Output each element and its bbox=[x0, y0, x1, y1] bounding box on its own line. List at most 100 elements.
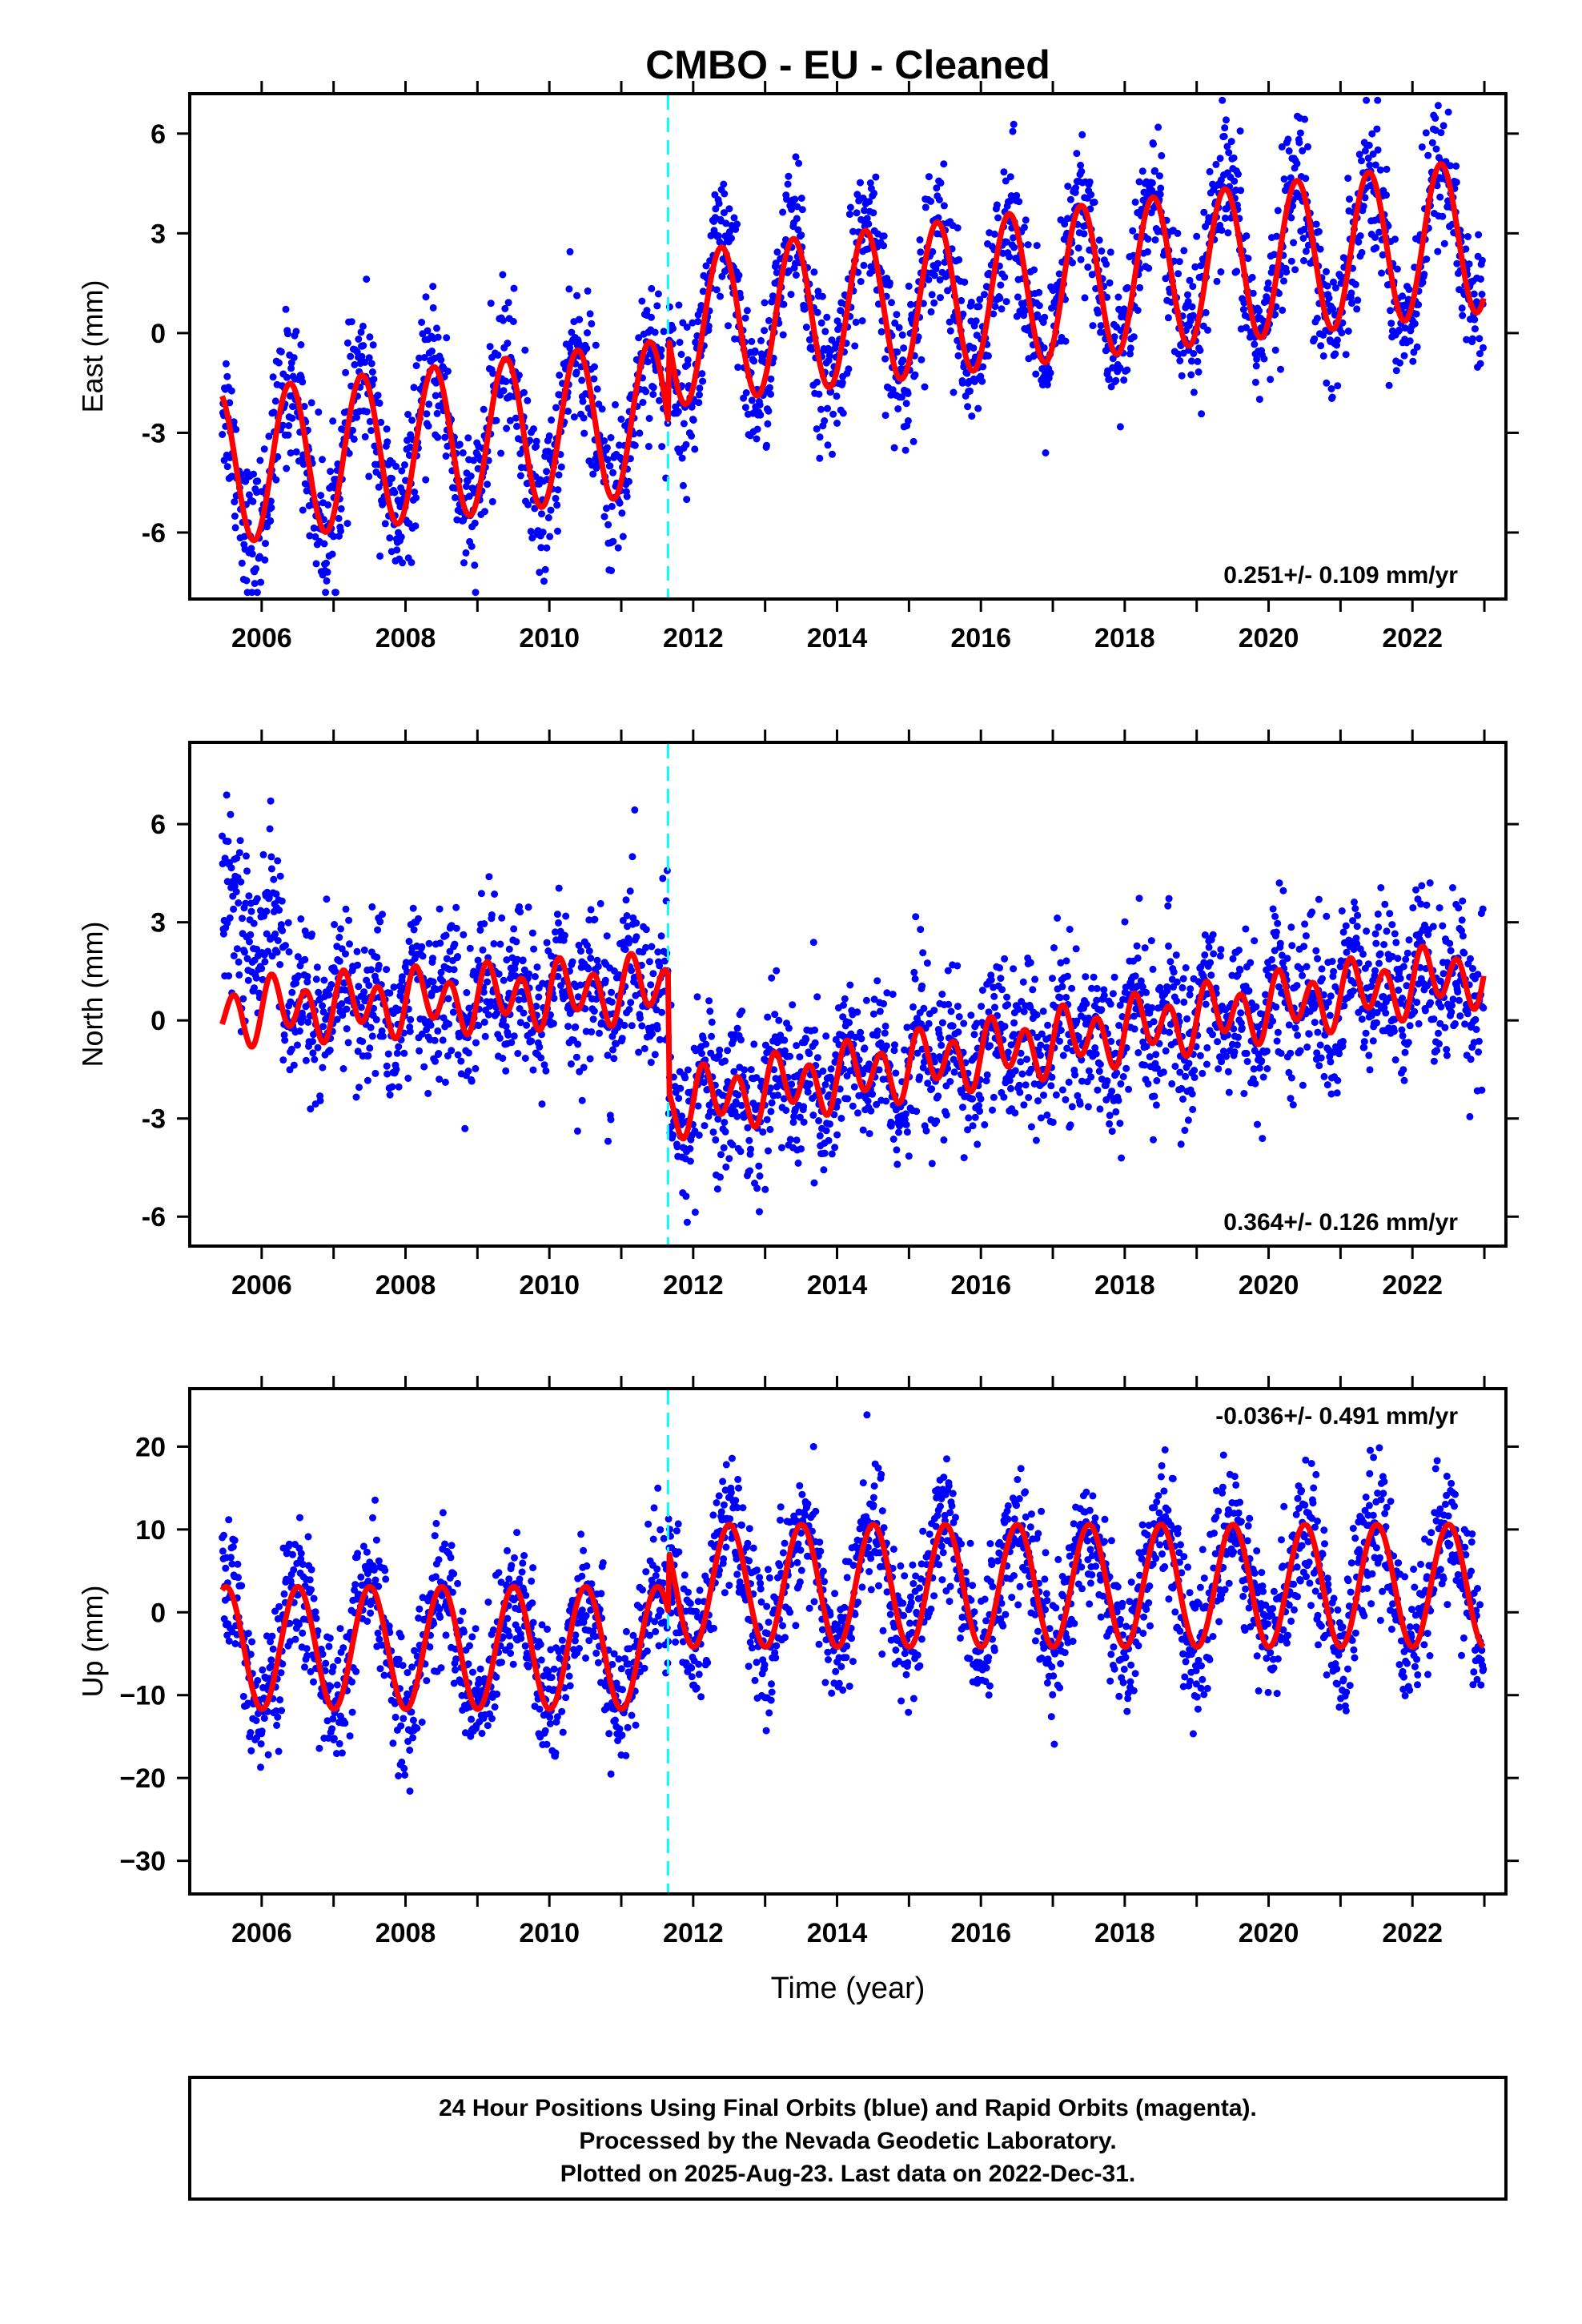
north-data-point bbox=[846, 981, 854, 989]
x-tick-label: 2022 bbox=[1382, 623, 1443, 653]
north-data-point bbox=[881, 1029, 889, 1037]
east-data-point bbox=[699, 287, 707, 296]
north-data-point bbox=[764, 1013, 772, 1021]
north-data-point bbox=[1294, 1031, 1302, 1039]
east-data-point bbox=[773, 269, 781, 276]
north-data-point bbox=[1029, 986, 1037, 994]
east-data-point bbox=[1291, 266, 1299, 274]
east-data-point bbox=[374, 392, 382, 400]
north-data-point bbox=[712, 1136, 720, 1144]
north-data-point bbox=[810, 1179, 818, 1187]
east-data-point bbox=[888, 299, 895, 307]
east-data-point bbox=[541, 565, 549, 573]
x-tick-label: 2014 bbox=[807, 623, 868, 653]
east-data-point bbox=[500, 316, 507, 324]
north-data-point bbox=[628, 1022, 636, 1030]
east-data-point bbox=[267, 504, 275, 512]
north-data-point bbox=[1071, 1071, 1079, 1079]
east-data-point bbox=[810, 268, 818, 276]
east-data-point bbox=[1277, 365, 1284, 373]
north-data-point bbox=[457, 1057, 465, 1065]
east-data-point bbox=[696, 391, 703, 399]
east-data-point bbox=[1138, 167, 1146, 175]
east-data-point bbox=[851, 342, 859, 350]
north-data-point bbox=[1096, 1060, 1104, 1068]
east-data-point bbox=[1428, 139, 1436, 147]
north-data-point bbox=[1291, 1024, 1299, 1032]
east-data-point bbox=[1157, 184, 1165, 192]
north-data-point bbox=[342, 950, 349, 958]
north-data-point bbox=[1272, 928, 1280, 936]
east-model-fit-line bbox=[219, 161, 1487, 544]
north-data-point bbox=[259, 850, 267, 858]
east-data-point bbox=[898, 393, 905, 401]
north-data-point bbox=[376, 918, 384, 926]
east-data-point bbox=[357, 328, 365, 336]
north-data-point bbox=[737, 1035, 745, 1043]
east-data-point bbox=[1224, 229, 1232, 237]
east-data-point bbox=[223, 463, 231, 471]
north-data-point bbox=[434, 1027, 442, 1035]
north-data-point bbox=[435, 1050, 443, 1057]
north-data-point bbox=[1121, 918, 1129, 926]
north-data-point bbox=[983, 1071, 991, 1079]
east-data-point bbox=[230, 418, 238, 426]
north-data-point bbox=[1011, 1067, 1019, 1075]
north-data-point bbox=[1317, 1054, 1325, 1062]
east-data-point bbox=[1476, 360, 1484, 368]
north-data-point bbox=[1068, 1103, 1076, 1111]
east-data-point bbox=[361, 432, 369, 440]
north-data-point bbox=[1052, 1091, 1060, 1099]
east-data-point bbox=[972, 317, 980, 325]
east-data-point bbox=[1409, 357, 1417, 365]
north-data-point bbox=[519, 956, 527, 964]
east-rate-label: 0.251+/- 0.109 mm/yr bbox=[1223, 562, 1458, 589]
north-data-point bbox=[1314, 955, 1322, 963]
north-data-point bbox=[395, 1043, 403, 1051]
north-data-point bbox=[857, 1028, 865, 1036]
east-data-point bbox=[954, 352, 962, 360]
east-data-point bbox=[515, 372, 523, 379]
east-data-point bbox=[1216, 155, 1224, 163]
east-data-point bbox=[392, 463, 400, 470]
east-data-point bbox=[1145, 264, 1153, 272]
east-data-point bbox=[546, 533, 554, 541]
east-data-point bbox=[741, 314, 749, 322]
north-data-point bbox=[1191, 1073, 1199, 1081]
east-data-point bbox=[1126, 344, 1134, 352]
east-data-point bbox=[543, 544, 551, 552]
north-data-point bbox=[902, 1120, 910, 1128]
east-data-point bbox=[566, 247, 574, 255]
east-data-point bbox=[290, 354, 298, 362]
east-data-point bbox=[253, 589, 261, 597]
north-data-point bbox=[937, 1035, 945, 1042]
figure-title: CMBO - EU - Cleaned bbox=[645, 42, 1050, 87]
east-data-point bbox=[860, 261, 868, 269]
north-data-point bbox=[1032, 1136, 1040, 1144]
east-data-point bbox=[1102, 260, 1110, 268]
north-data-point bbox=[355, 983, 363, 991]
east-data-point bbox=[1043, 381, 1051, 388]
east-data-point bbox=[347, 318, 355, 326]
north-data-point bbox=[273, 948, 281, 956]
east-data-point bbox=[756, 401, 764, 409]
north-data-point bbox=[947, 1007, 955, 1015]
north-data-point bbox=[610, 1055, 618, 1063]
east-data-point bbox=[1223, 116, 1230, 124]
north-data-point bbox=[1082, 999, 1090, 1007]
north-data-point bbox=[252, 974, 260, 982]
north-data-point bbox=[314, 1043, 322, 1051]
east-data-point bbox=[1151, 236, 1159, 244]
north-data-point bbox=[427, 1021, 435, 1029]
north-data-point bbox=[954, 1003, 962, 1011]
north-data-point bbox=[702, 1040, 710, 1048]
north-data-point bbox=[223, 791, 231, 799]
east-data-point bbox=[857, 278, 865, 285]
east-data-point bbox=[377, 418, 385, 426]
north-data-point bbox=[609, 1046, 616, 1054]
north-data-points bbox=[219, 791, 1488, 1226]
north-data-point bbox=[766, 1125, 774, 1133]
east-data-point bbox=[468, 542, 476, 550]
east-data-point bbox=[1319, 352, 1327, 360]
east-data-point bbox=[845, 365, 853, 373]
